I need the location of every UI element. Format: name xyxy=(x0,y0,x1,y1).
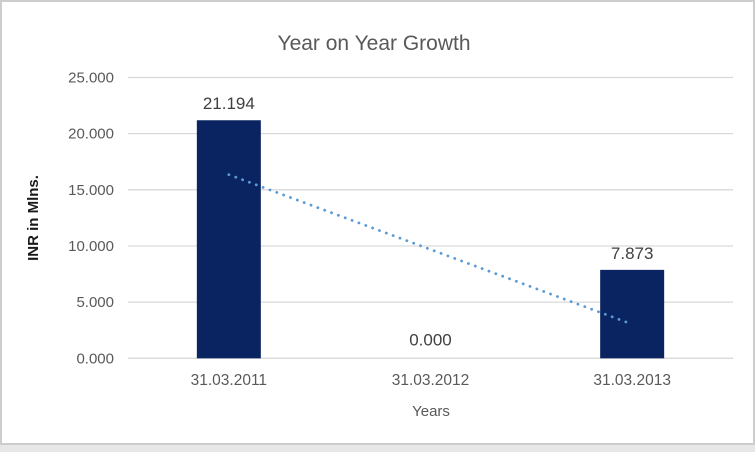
y-tick-label: 10.000 xyxy=(68,238,114,255)
y-tick-label: 20.000 xyxy=(68,126,114,143)
x-category-label: 31.03.2013 xyxy=(593,372,671,389)
data-label: 0.000 xyxy=(409,330,452,349)
year-on-year-growth-bar-chart: 0.000 5.000 10.000 15.000 20.000 25.000 21.19… xyxy=(25,32,733,420)
bar xyxy=(196,120,261,359)
bar-series xyxy=(196,120,665,359)
y-tick-label: 0.000 xyxy=(76,350,114,367)
y-tick-label: 15.000 xyxy=(68,182,114,199)
data-label: 7.873 xyxy=(611,244,654,263)
data-label: 21.194 xyxy=(203,94,255,113)
bar xyxy=(600,269,665,359)
data-labels: 21.194 0.000 7.873 xyxy=(203,94,654,349)
linear-trendline-dotted xyxy=(227,173,634,326)
x-axis-category-labels: 31.03.2011 31.03.2012 31.03.2013 xyxy=(191,372,671,389)
y-tick-label: 25.000 xyxy=(68,70,114,87)
x-category-label: 31.03.2011 xyxy=(191,372,267,389)
x-axis-title: Years xyxy=(412,403,450,420)
trendline xyxy=(227,173,634,326)
x-category-label: 31.03.2012 xyxy=(392,372,470,389)
chart-title: Year on Year Growth xyxy=(277,32,470,55)
y-axis-title: INR in Mlns. xyxy=(25,175,42,261)
y-axis-tick-labels: 0.000 5.000 10.000 15.000 20.000 25.000 xyxy=(68,70,114,368)
y-tick-label: 5.000 xyxy=(76,294,114,311)
